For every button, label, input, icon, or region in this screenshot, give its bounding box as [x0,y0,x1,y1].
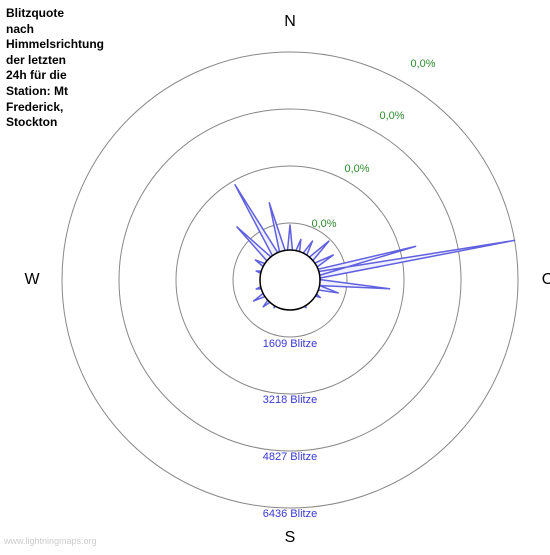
count-label: 6436 Blitze [263,508,317,520]
count-label: 4827 Blitze [263,451,317,463]
percent-label: 0,0% [311,218,336,230]
compass-s: S [285,529,296,547]
footer-credit: www.lightningmaps.org [4,536,97,546]
compass-w: W [24,271,39,289]
percent-label: 0,0% [410,58,435,70]
count-label: 3218 Blitze [263,394,317,406]
percent-label: 0,0% [379,110,404,122]
compass-o: O [542,271,550,289]
percent-label: 0,0% [344,163,369,175]
compass-n: N [284,13,296,31]
chart-title: BlitzquotenachHimmelsrichtungder letzten… [6,6,104,131]
count-label: 1609 Blitze [263,338,317,350]
